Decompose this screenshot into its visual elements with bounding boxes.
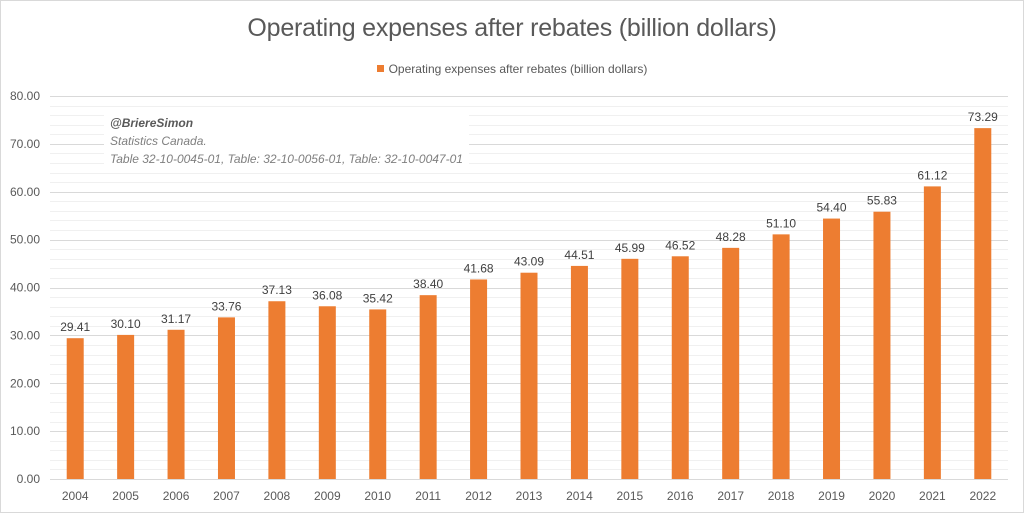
y-tick-label: 80.00 [10, 89, 40, 103]
data-label: 46.52 [665, 238, 695, 252]
bar [823, 218, 841, 479]
bar [217, 317, 235, 479]
bar [470, 279, 488, 479]
data-label: 43.09 [514, 255, 544, 269]
data-label: 45.99 [615, 241, 645, 255]
bars [66, 128, 992, 480]
data-label: 35.42 [363, 291, 393, 305]
data-label: 55.83 [867, 194, 897, 208]
x-tick-label: 2015 [616, 489, 643, 503]
data-label: 36.08 [312, 288, 342, 302]
x-tick-label: 2020 [869, 489, 896, 503]
y-tick-label: 30.00 [10, 328, 40, 342]
x-tick-label: 2011 [415, 489, 441, 503]
x-tick-label: 2008 [264, 489, 291, 503]
y-tick-label: 10.00 [10, 424, 40, 438]
data-label: 48.28 [716, 230, 746, 244]
y-tick-label: 0.00 [17, 472, 41, 486]
y-tick-label: 40.00 [10, 281, 40, 295]
y-axis-tick-labels: 0.00 10.00 20.00 30.00 40.00 50.00 60.00 70.00 8… [10, 89, 40, 486]
data-label: 37.13 [262, 283, 292, 297]
data-label: 41.68 [464, 261, 494, 275]
x-axis-tick-labels: 2004 2005 2006 2007 2008 2009 2010 2011 2012 2013… [62, 489, 997, 503]
source-annotation: @BriereSimon Statistics Canada. Table 32… [104, 110, 469, 171]
x-tick-label: 2021 [919, 489, 946, 503]
y-tick-label: 60.00 [10, 185, 40, 199]
bar [369, 309, 387, 479]
data-label: 33.76 [211, 299, 241, 313]
x-tick-label: 2018 [768, 489, 795, 503]
data-label: 61.12 [917, 168, 947, 182]
data-label: 38.40 [413, 277, 443, 291]
x-tick-label: 2004 [62, 489, 89, 503]
x-tick-label: 2007 [213, 489, 240, 503]
x-tick-label: 2006 [163, 489, 190, 503]
bar [873, 211, 891, 480]
author-handle: @BriereSimon [110, 116, 194, 130]
x-tick-label: 2005 [112, 489, 139, 503]
x-tick-label: 2022 [969, 489, 996, 503]
chart-title: Operating expenses after rebates (billio… [247, 14, 777, 42]
legend: Operating expenses after rebates (billio… [0, 62, 1024, 76]
data-label: 30.10 [111, 317, 141, 331]
data-labels: 29.41 30.10 31.17 33.76 37.13 36.08 35.42 38.40… [60, 110, 998, 334]
x-tick-label: 2017 [717, 489, 744, 503]
x-tick-label: 2014 [566, 489, 593, 503]
bar [167, 329, 185, 479]
x-tick-label: 2016 [667, 489, 694, 503]
bar [621, 258, 639, 479]
bar [268, 301, 286, 479]
bar [318, 306, 336, 479]
bar [772, 234, 790, 479]
x-tick-label: 2009 [314, 489, 341, 503]
data-label: 31.17 [161, 312, 191, 326]
bar [671, 256, 689, 479]
bar [974, 128, 992, 479]
bar [722, 247, 740, 479]
source-tables: Table 32-10-0045-01, Table: 32-10-0056-0… [110, 152, 463, 166]
bar [923, 186, 941, 479]
bar [419, 295, 437, 479]
y-tick-label: 50.00 [10, 233, 40, 247]
bar [570, 265, 588, 479]
data-label: 51.10 [766, 216, 796, 230]
bar [66, 338, 84, 479]
y-tick-label: 70.00 [10, 137, 40, 151]
data-label: 44.51 [564, 248, 594, 262]
source-text: Statistics Canada. [110, 134, 207, 148]
data-label: 73.29 [968, 110, 998, 124]
legend-label: Operating expenses after rebates (billio… [388, 62, 648, 76]
x-tick-label: 2010 [364, 489, 391, 503]
data-label: 29.41 [60, 320, 90, 334]
data-label: 54.40 [817, 201, 847, 215]
x-tick-label: 2019 [818, 489, 845, 503]
y-tick-label: 20.00 [10, 376, 40, 390]
legend-swatch [376, 65, 384, 72]
x-tick-label: 2012 [465, 489, 492, 503]
bar [117, 334, 135, 479]
bar [520, 272, 538, 479]
x-tick-label: 2013 [516, 489, 543, 503]
